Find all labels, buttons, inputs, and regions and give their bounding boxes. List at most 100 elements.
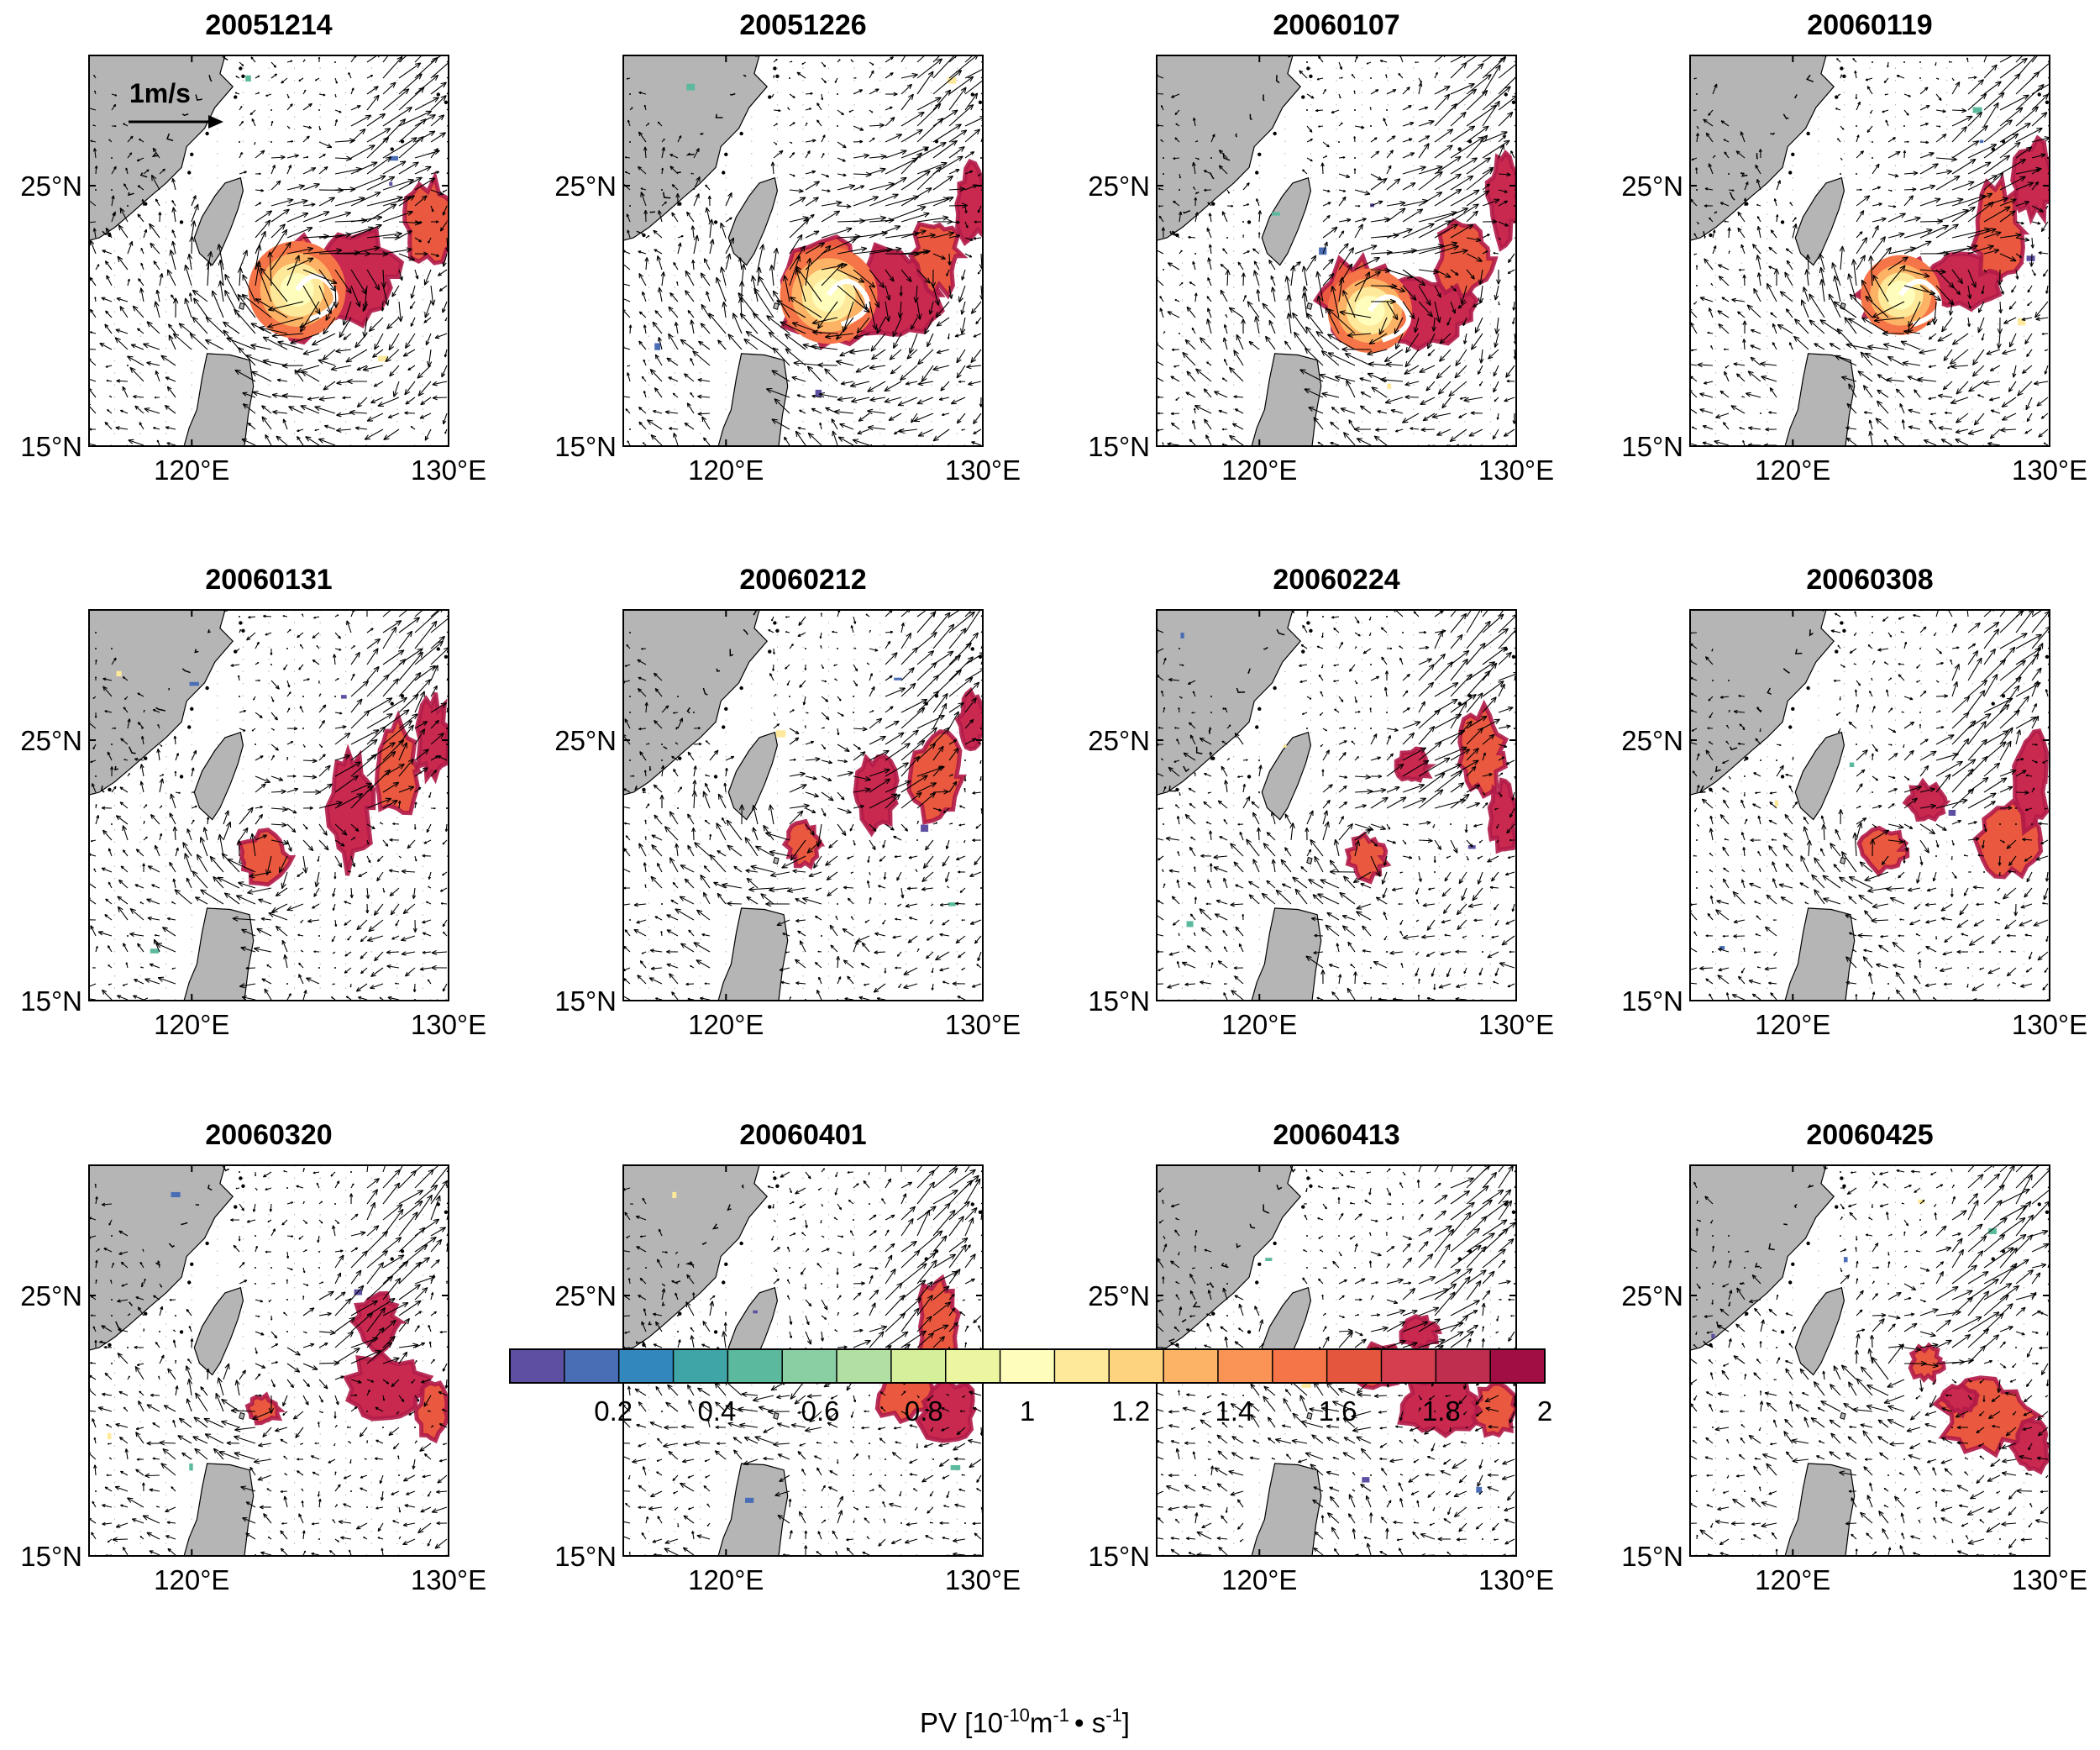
velocity-arrow-head [294,787,299,792]
velocity-arrow [1856,255,1866,271]
velocity-arrow-head [705,207,711,213]
velocity-arrow [839,349,854,357]
velocity-arrow [1346,380,1356,398]
velocity-arrow [1255,316,1260,334]
velocity-arrow-head [668,306,674,312]
velocity-arrow-head [356,698,363,705]
velocity-arrow-head [2054,122,2058,124]
small-island [108,787,112,792]
velocity-arrow [954,333,966,337]
velocity-arrow [1737,227,1746,239]
velocity-arrow-head [243,827,249,833]
velocity-arrow [793,362,822,366]
velocity-arrow-head [135,849,140,853]
velocity-arrow-head [927,341,932,348]
velocity-arrow [917,428,934,437]
velocity-arrow-head [168,334,174,341]
velocity-arrow-head [1956,418,1961,423]
velocity-arrow-head [778,108,781,113]
velocity-arrow-head [991,63,996,68]
velocity-arrow-head [123,943,127,947]
velocity-arrow [1903,330,1921,334]
velocity-arrow-head [628,324,633,328]
velocity-arrow-head [1218,409,1222,413]
velocity-arrow-head [150,174,157,181]
velocity-arrow [1951,269,1963,285]
velocity-arrow-head [1793,335,1800,342]
velocity-arrow [1327,352,1356,366]
velocity-arrow-head [1359,405,1365,410]
velocity-arrow [302,183,320,191]
velocity-arrow [1450,223,1474,239]
small-island [1301,95,1305,99]
velocity-arrow [272,411,288,414]
velocity-arrow-head [337,614,339,617]
pv-patch-edge [1433,218,1499,300]
velocity-arrow [795,265,822,302]
velocity-arrow-head [1441,403,1447,409]
velocity-arrow [1306,313,1324,334]
velocity-arrow [150,814,160,825]
velocity-arrow [1756,179,1761,191]
velocity-arrow-head [784,436,788,441]
velocity-arrow-head [323,211,330,217]
velocity-arrow [391,285,400,297]
velocity-dot [302,728,304,729]
velocity-arrow-head [706,291,710,296]
coastline-detail [1169,230,1177,236]
velocity-arrow-head [171,229,176,234]
velocity-dot [270,109,272,111]
velocity-arrow-head [373,383,378,387]
velocity-arrow-head [1991,175,1998,181]
velocity-arrow-head [1241,318,1246,324]
velocity-arrow-head [1396,449,1399,451]
velocity-arrow-head [160,745,163,747]
velocity-arrow-head [996,51,1002,55]
velocity-arrow-head [1956,388,1962,395]
velocity-arrow [948,285,953,299]
velocity-arrow-head [848,110,851,113]
small-island [205,686,209,691]
velocity-arrow-head [1341,346,1348,353]
velocity-arrow-head [1819,319,1826,325]
velocity-arrow-head [816,119,820,123]
velocity-arrow-head [312,905,316,909]
velocity-arrow [307,397,320,400]
velocity-arrow-head [407,178,415,184]
velocity-arrow-head [137,692,140,696]
velocity-arrow [95,166,97,175]
velocity-arrow-head [809,108,812,111]
velocity-arrow [937,349,950,354]
velocity-arrow [684,422,695,430]
velocity-arrow-head [1394,429,1399,433]
velocity-arrow-head [1724,151,1727,155]
velocity-dot [629,93,631,95]
velocity-arrow [155,198,160,207]
velocity-arrow-head [1972,359,1978,365]
velocity-arrow-head [791,322,799,328]
velocity-arrow-head [392,678,399,685]
velocity-arrow-head [298,962,302,965]
velocity-dot [270,141,272,143]
velocity-arrow-head [191,767,195,771]
velocity-arrow-head [941,161,948,167]
velocity-arrow-head [1170,422,1175,427]
velocity-arrow-head [108,395,111,397]
velocity-arrow-head [345,155,352,161]
velocity-arrow-head [390,910,396,916]
velocity-arrow-head [1862,385,1869,391]
velocity-arrow-head [644,257,649,262]
velocity-arrow-head [917,359,924,365]
velocity-arrow-head [209,855,216,863]
velocity-arrow-head [860,246,868,252]
velocity-arrow [2015,221,2024,224]
velocity-arrow-head [309,806,313,810]
velocity-arrow-head [1887,65,1889,68]
velocity-arrow [1463,397,1483,402]
velocity-arrow [402,349,416,357]
velocity-arrow [1704,187,1714,191]
velocity-arrow-head [386,949,391,955]
x-tick-label: 130°E [411,455,486,486]
velocity-arrow [900,74,918,79]
velocity-arrow [364,428,384,440]
